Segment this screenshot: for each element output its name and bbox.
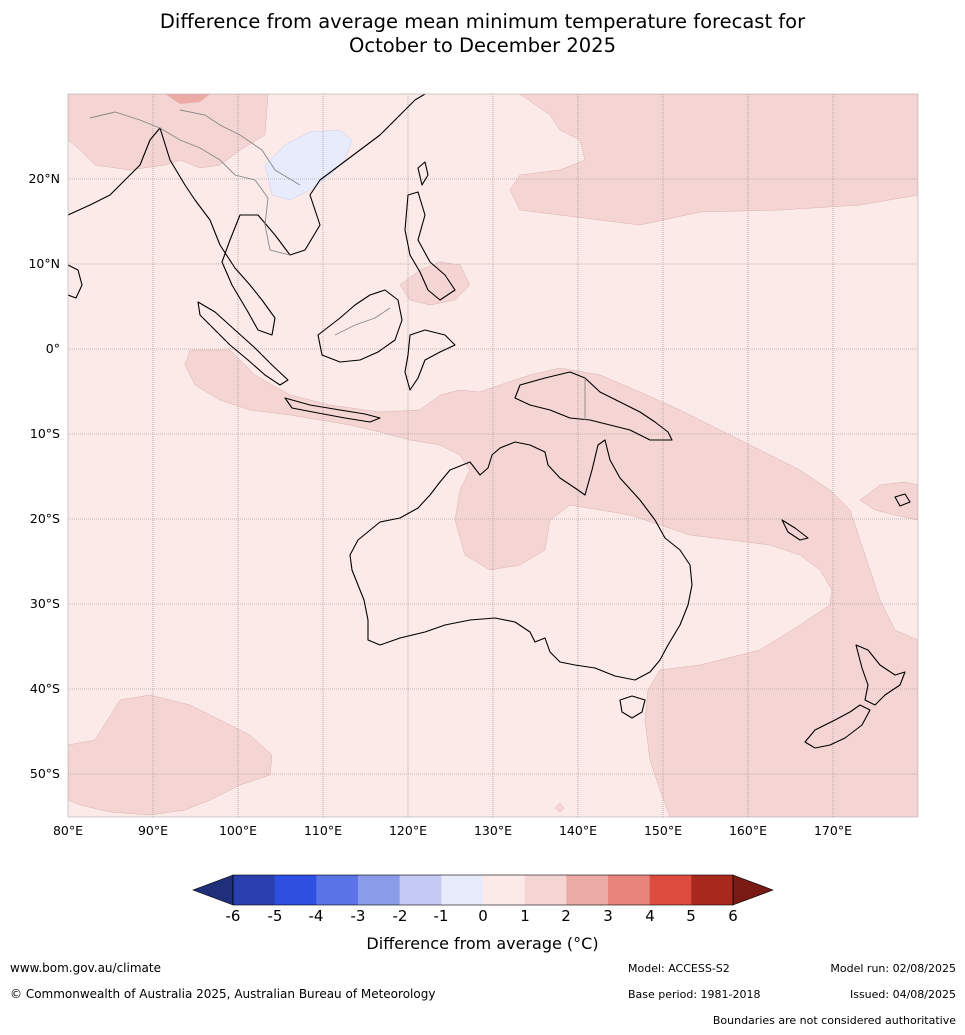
map-title: Difference from average mean minimum tem…	[0, 10, 965, 58]
copyright-text: © Commonwealth of Australia 2025, Austra…	[10, 987, 436, 1001]
lon-label-110e: 110°E	[303, 823, 342, 838]
colorbar-cell	[524, 875, 567, 905]
colorbar-tick-label: -1	[433, 907, 449, 925]
lat-label-30s: 30°S	[29, 596, 60, 611]
colorbar-title: Difference from average (°C)	[366, 934, 599, 953]
colorbar-cell	[608, 875, 651, 905]
lon-label-130e: 130°E	[473, 823, 512, 838]
title-line-2: October to December 2025	[349, 34, 616, 57]
lat-label-10n: 10°N	[28, 256, 60, 271]
colorbar-arrow-high	[732, 874, 774, 906]
colorbar-tick-label: 6	[728, 907, 738, 925]
border-asia	[89, 111, 291, 256]
colorbar-cells	[233, 875, 734, 905]
colorbar-cell	[358, 875, 401, 905]
issued-text: Issued: 04/08/2025	[849, 988, 956, 1001]
anomaly-region-maritime-australia	[184, 349, 918, 817]
colorbar-cell	[649, 875, 692, 905]
website-link[interactable]: www.bom.gov.au/climate	[10, 961, 161, 975]
new-caledonia-coastline	[781, 519, 809, 541]
sumatra-coastline	[197, 301, 289, 386]
borneo-coastline	[317, 289, 403, 363]
map-frame	[67, 93, 919, 818]
anomaly-region-southern-ocean	[68, 694, 273, 816]
colorbar-tick-label: 3	[603, 907, 613, 925]
colorbar-tick-label: -6	[225, 907, 241, 925]
lat-label-20s: 20°S	[29, 511, 60, 526]
colorbar	[192, 874, 774, 906]
sri-lanka-coastline	[68, 264, 83, 299]
colorbar-tick-label: 0	[478, 907, 488, 925]
colorbar-arrow-low	[192, 874, 234, 906]
lon-label-120e: 120°E	[388, 823, 427, 838]
anomaly-region-negative	[264, 129, 353, 201]
anomaly-1-2-regions	[68, 94, 918, 817]
anomaly-region-2-3	[165, 94, 210, 104]
colorbar-tick-label: -2	[392, 907, 408, 925]
base-period-text: Base period: 1981-2018	[628, 988, 761, 1001]
colorbar-cell	[233, 875, 276, 905]
asia-mainland-coastline	[68, 94, 426, 336]
anomaly-region-philippines	[399, 261, 471, 306]
colorbar-cell	[691, 875, 734, 905]
colorbar-cell	[483, 875, 526, 905]
lon-label-150e: 150°E	[643, 823, 682, 838]
lon-label-80e: 80°E	[52, 823, 84, 838]
lat-label-50s: 50°S	[29, 766, 60, 781]
border-borneo	[334, 307, 391, 336]
new-zealand-north-coastline	[855, 644, 906, 706]
graticule	[68, 94, 918, 817]
colorbar-tick-label: 5	[686, 907, 696, 925]
anomaly-region-north-pacific	[509, 94, 918, 226]
java-coastline	[284, 397, 381, 423]
taiwan-coastline	[417, 161, 429, 186]
lat-label-10s: 10°S	[29, 426, 60, 441]
colorbar-cell	[441, 875, 484, 905]
national-borders	[89, 109, 586, 420]
colorbar-cell	[274, 875, 317, 905]
colorbar-tick-label: -4	[308, 907, 324, 925]
colorbar-tick-label: -5	[267, 907, 283, 925]
colorbar-cell	[316, 875, 359, 905]
colorbar-tick-label: 4	[645, 907, 655, 925]
colorbar-frame	[232, 874, 734, 906]
model-text: Model: ACCESS-S2	[628, 962, 730, 975]
lon-label-90e: 90°E	[137, 823, 169, 838]
lon-label-100e: 100°E	[218, 823, 257, 838]
lat-label-20n: 20°N	[28, 171, 60, 186]
lon-label-160e: 160°E	[728, 823, 767, 838]
disclaimer-text: Boundaries are not considered authoritat…	[712, 1014, 956, 1027]
model-run-text: Model run: 02/08/2025	[830, 962, 956, 975]
colorbar-cell	[399, 875, 442, 905]
fiji-coastline	[894, 493, 911, 507]
colorbar-tick-label: 2	[561, 907, 571, 925]
philippines-coastline	[404, 191, 456, 301]
anomaly-region-east-pacific	[859, 481, 918, 521]
sulawesi-coastline	[404, 329, 456, 391]
colorbar-tick-label: 1	[520, 907, 530, 925]
new-zealand-south-coastline	[804, 704, 871, 749]
lat-label-40s: 40°S	[29, 681, 60, 696]
title-line-1: Difference from average mean minimum tem…	[159, 10, 806, 33]
border-china	[179, 109, 301, 186]
anomaly-region-tasman-islet	[554, 802, 565, 813]
lat-label-equator: 0°	[45, 341, 60, 356]
colorbar-tick-label: -3	[350, 907, 366, 925]
lon-label-140e: 140°E	[558, 823, 597, 838]
colorbar-cell	[566, 875, 609, 905]
lon-label-170e: 170°E	[813, 823, 852, 838]
australia-coastline	[349, 439, 693, 681]
tasmania-coastline	[619, 695, 646, 719]
